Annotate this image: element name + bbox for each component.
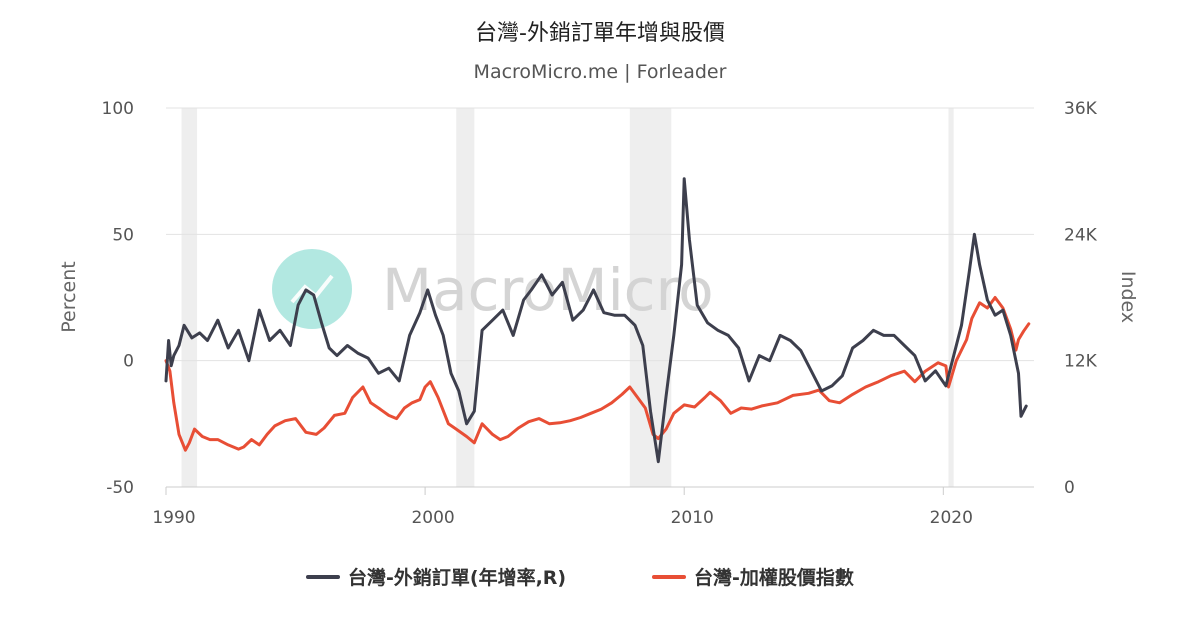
x-tick-label: 2020 [930, 508, 973, 528]
watermark: MacroMicro [272, 249, 714, 329]
x-tick-label: 2000 [411, 508, 454, 528]
series-lines [164, 177, 1031, 464]
watermark-logo [272, 249, 352, 329]
y-right-axis-label: Index [1117, 271, 1139, 323]
legend-label-orders[interactable]: 台灣-外銷訂單(年增率,R) [348, 566, 566, 589]
right-tick-label: 0 [1064, 478, 1075, 498]
y-left-axis-label: Percent [58, 261, 80, 333]
x-tick-label: 2010 [671, 508, 714, 528]
right-tick-label: 36K [1064, 99, 1098, 119]
left-axis-ticks: 100 50 0 -50 [102, 99, 134, 498]
right-axis-ticks: 36K 24K 12K 0 [1064, 99, 1098, 498]
left-tick-label: 50 [112, 225, 134, 245]
left-tick-label: -50 [106, 478, 134, 498]
left-tick-label: 0 [123, 352, 134, 372]
watermark-text: MacroMicro [382, 256, 714, 324]
chart-subtitle: MacroMicro.me | Forleader [474, 61, 727, 83]
right-tick-label: 24K [1064, 225, 1098, 245]
series-line-orders [164, 177, 1028, 464]
series-line-index [164, 296, 1031, 452]
right-tick-label: 12K [1064, 352, 1098, 372]
x-tick-label: 1990 [152, 508, 195, 528]
recession-band [181, 108, 198, 487]
legend-label-index[interactable]: 台灣-加權股價指數 [694, 566, 854, 589]
x-axis-ticks: 1990 2000 2010 2020 [152, 486, 1034, 528]
left-tick-label: 100 [102, 99, 134, 119]
recession-band [456, 108, 475, 487]
chart-title: 台灣-外銷訂單年增與股價 [475, 21, 725, 46]
legend[interactable]: 台灣-外銷訂單(年增率,R) 台灣-加權股價指數 [306, 566, 854, 589]
recession-band [948, 108, 954, 487]
